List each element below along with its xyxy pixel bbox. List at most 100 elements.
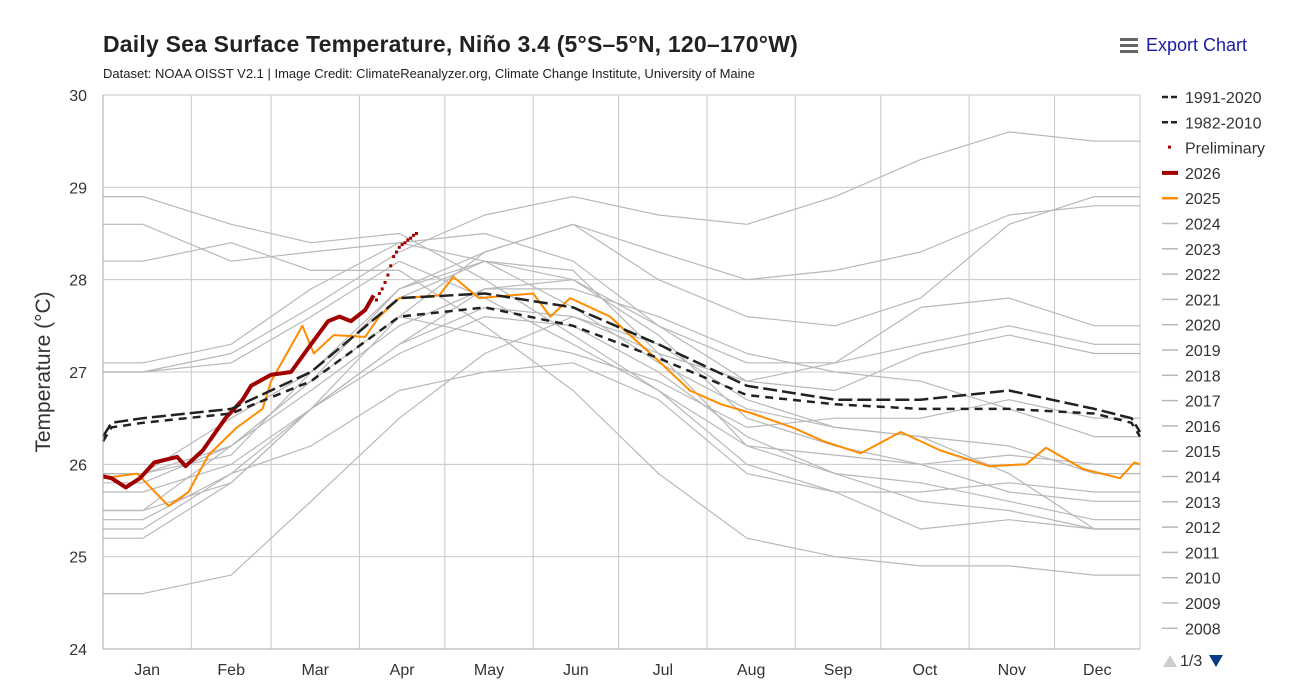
series-2022 (103, 362, 1140, 521)
y-tick-label: 29 (69, 180, 87, 197)
legend-item-2025[interactable]: 2025 (1162, 191, 1221, 208)
line-2011 (103, 306, 1140, 539)
series-2020 (103, 260, 1140, 530)
preliminary-point (394, 250, 398, 254)
series-2025 (102, 275, 1141, 507)
legend-item-2018[interactable]: 2018 (1162, 368, 1221, 385)
series-2024 (103, 223, 1140, 475)
y-axis-label: Temperature (°C) (32, 291, 55, 452)
legend-item-Preliminary[interactable]: Preliminary (1168, 141, 1265, 158)
series-Preliminary (374, 232, 418, 302)
legend-item-2023[interactable]: 2023 (1162, 242, 1221, 259)
legend-item-2021[interactable]: 2021 (1162, 292, 1221, 309)
line-2020 (103, 260, 1140, 530)
legend-item-2013[interactable]: 2013 (1162, 495, 1221, 512)
export-chart-label: Export Chart (1146, 35, 1248, 55)
legend-marker (1168, 145, 1171, 149)
preliminary-point (392, 255, 396, 259)
y-tick-label: 28 (69, 273, 87, 290)
legend-item-2020[interactable]: 2020 (1162, 318, 1221, 335)
x-tick-label: Feb (217, 662, 245, 679)
x-tick-label: Jan (134, 662, 160, 679)
line-2012 (103, 288, 1140, 512)
legend-label: 2014 (1185, 470, 1221, 487)
legend-label: 2018 (1185, 368, 1221, 385)
legend-item-2015[interactable]: 2015 (1162, 444, 1221, 461)
pagination-label: 1/3 (1180, 653, 1202, 670)
preliminary-point (414, 232, 418, 235)
y-tick-label: 24 (69, 642, 87, 659)
series-2014 (103, 260, 1140, 475)
export-chart-button[interactable]: Export Chart (1120, 35, 1247, 56)
legend-item-2010[interactable]: 2010 (1162, 571, 1221, 588)
legend-label: 2011 (1185, 545, 1220, 562)
legend-item-2014[interactable]: 2014 (1162, 470, 1221, 487)
x-tick-label: Sep (824, 662, 853, 679)
series-2008 (103, 316, 1140, 595)
series-1982-2010 (101, 306, 1142, 442)
line-2022 (103, 362, 1140, 521)
line-2010 (103, 242, 1140, 576)
legend-item-1982-2010[interactable]: 1982-2010 (1162, 115, 1262, 132)
legend-label: 2021 (1185, 292, 1221, 309)
line-2016 (103, 196, 1140, 465)
x-tick-label: Dec (1083, 662, 1111, 679)
legend-label: 2008 (1185, 621, 1221, 638)
preliminary-point (377, 292, 381, 296)
line-2026 (102, 294, 376, 490)
legend-label: 2017 (1185, 394, 1221, 411)
legend-label: Preliminary (1185, 141, 1265, 158)
legend-item-2008[interactable]: 2008 (1162, 621, 1221, 638)
legend-label: 2026 (1185, 166, 1221, 183)
legend-item-2022[interactable]: 2022 (1162, 267, 1221, 284)
legend-item-2011[interactable]: 2011 (1162, 545, 1220, 562)
preliminary-point (383, 280, 387, 284)
x-tick-label: May (474, 662, 504, 679)
legend-item-2009[interactable]: 2009 (1162, 596, 1221, 613)
legend-label: 2010 (1185, 571, 1221, 588)
legend-item-2019[interactable]: 2019 (1162, 343, 1221, 360)
x-tick-label: Aug (737, 662, 765, 679)
x-tick-label: Apr (390, 662, 416, 679)
legend-label: 2019 (1185, 343, 1221, 360)
preliminary-point (374, 298, 378, 302)
legend-label: 2015 (1185, 444, 1221, 461)
series-2009 (103, 196, 1140, 530)
line-2008 (103, 316, 1140, 595)
series-2010 (103, 242, 1140, 576)
line-2014 (103, 260, 1140, 475)
legend-item-2016[interactable]: 2016 (1162, 419, 1221, 436)
page-down-icon[interactable] (1209, 655, 1223, 667)
series-2015 (103, 131, 1140, 373)
page-up-icon[interactable] (1163, 655, 1177, 667)
legend-item-2024[interactable]: 2024 (1162, 217, 1221, 234)
line-2017 (103, 260, 1140, 502)
legend-item-1991-2020[interactable]: 1991-2020 (1162, 90, 1262, 107)
x-tick-label: Mar (301, 662, 329, 679)
legend-item-2026[interactable]: 2026 (1162, 166, 1221, 183)
y-tick-label: 25 (69, 550, 87, 567)
series-2017 (103, 260, 1140, 502)
x-tick-label: Oct (912, 662, 937, 679)
y-tick-label: 26 (69, 457, 87, 474)
line-2023 (103, 205, 1140, 484)
line-1982-2010 (101, 306, 1142, 442)
line-2018 (103, 279, 1140, 493)
legend-item-2012[interactable]: 2012 (1162, 520, 1221, 537)
legend-label: 2020 (1185, 318, 1221, 335)
series-1991-2020 (101, 292, 1142, 438)
legend-label: 2023 (1185, 242, 1221, 259)
preliminary-point (403, 241, 407, 245)
legend-item-2017[interactable]: 2017 (1162, 394, 1221, 411)
preliminary-point (386, 273, 390, 277)
preliminary-point (380, 287, 384, 291)
legend-label: 2013 (1185, 495, 1221, 512)
preliminary-point (397, 245, 401, 249)
legend-label: 2009 (1185, 596, 1221, 613)
chart-subtitle: Dataset: NOAA OISST V2.1 | Image Credit:… (103, 66, 755, 81)
preliminary-point (389, 264, 393, 268)
line-2021 (103, 316, 1140, 521)
series-2019 (103, 232, 1140, 392)
